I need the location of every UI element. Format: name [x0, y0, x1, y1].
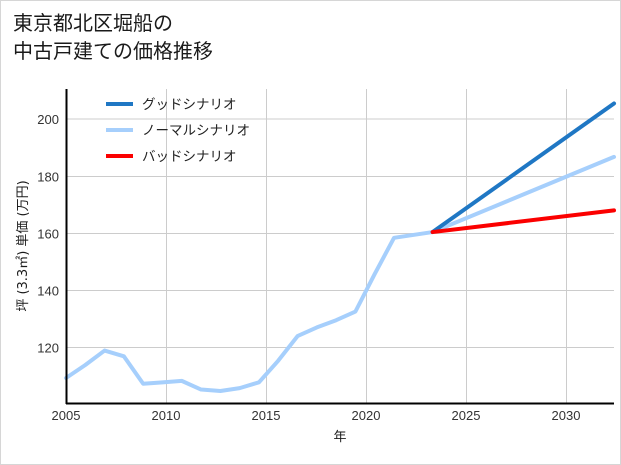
legend-label-good: グッドシナリオ	[142, 97, 237, 113]
series-normal-scenario	[64, 154, 616, 393]
x-tick-label: 2025	[452, 408, 481, 423]
series-bad-scenario	[430, 208, 616, 235]
x-axis-title: 年	[333, 430, 346, 445]
legend-label-normal: ノーマルシナリオ	[142, 123, 250, 139]
series-good-scenario	[430, 101, 616, 235]
chart-legend: グッドシナリオ ノーマルシナリオ バッドシナリオ	[106, 97, 250, 165]
x-tick-label: 2010	[152, 408, 181, 423]
x-axis-ticks: 2005 2010 2015 2020 2025 2030	[52, 408, 581, 423]
axis-spines	[65, 89, 614, 405]
x-tick-label: 2030	[552, 408, 581, 423]
x-tick-label: 2005	[52, 408, 81, 423]
chart-title: 東京都北区堀船の 中古戸建ての価格推移	[13, 11, 213, 63]
y-tick-label: 200	[37, 112, 59, 127]
y-tick-label: 140	[37, 284, 59, 299]
y-tick-label: 180	[37, 170, 59, 185]
y-gridlines	[66, 118, 614, 348]
y-tick-label: 160	[37, 227, 59, 242]
x-tick-label: 2015	[252, 408, 281, 423]
y-tick-label: 120	[37, 341, 59, 356]
legend-label-bad: バッドシナリオ	[142, 149, 237, 165]
y-axis-ticks: 200 180 160 140 120	[37, 112, 59, 356]
y-axis-title: 坪 (3.3㎡) 単価 (万円)	[15, 180, 31, 311]
x-tick-label: 2020	[352, 408, 381, 423]
